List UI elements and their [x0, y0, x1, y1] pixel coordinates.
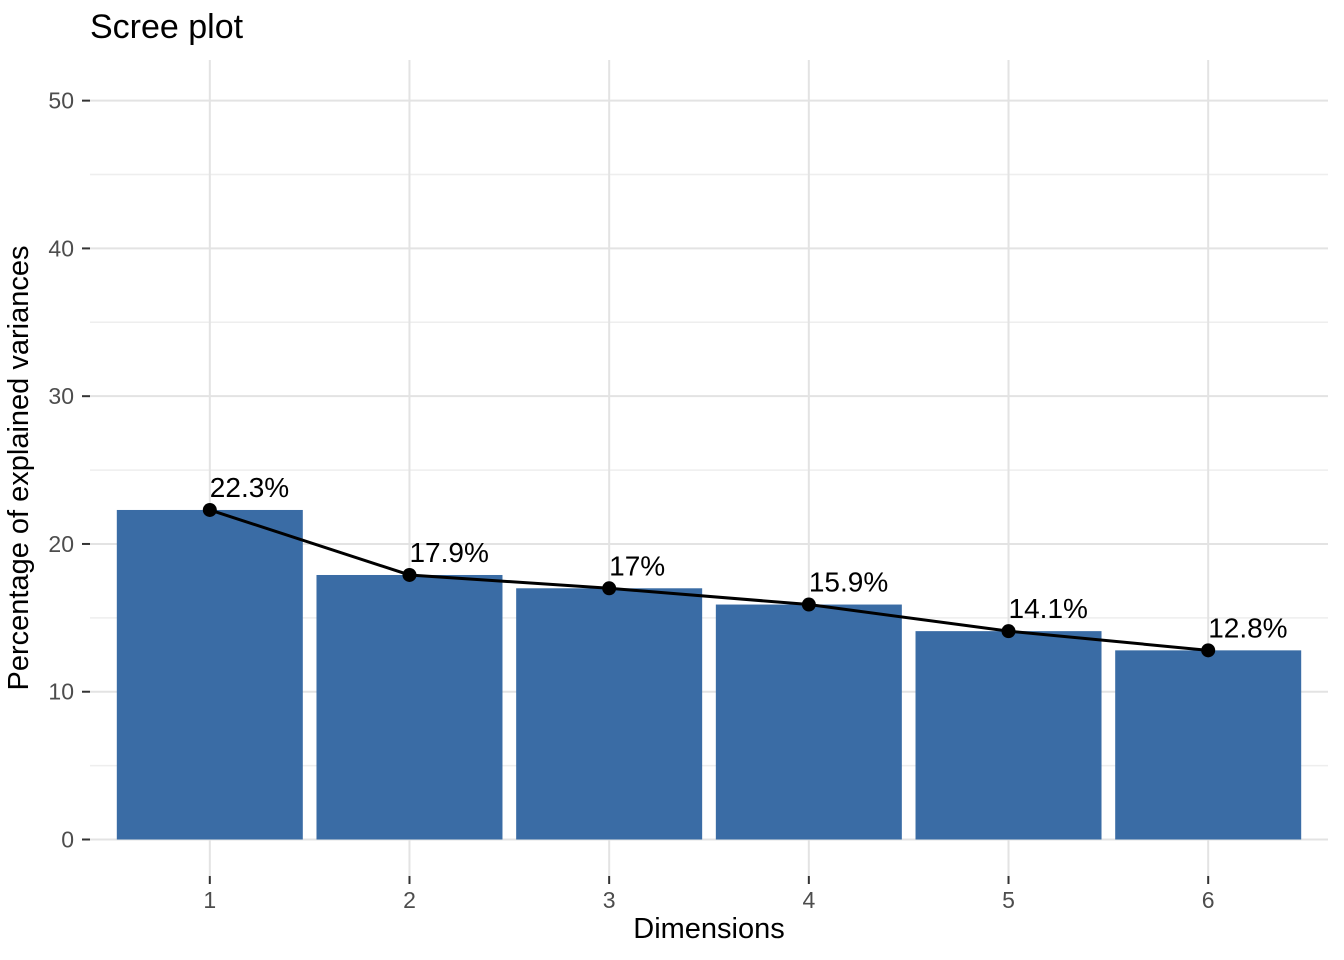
bars-group [116, 509, 1302, 840]
y-axis-title: Percentage of explained variances [3, 246, 35, 691]
value-labels-group: 22.3% 17.9% 17% 15.9% 14.1% 12.8% [210, 472, 1288, 643]
y-tick-label: 20 [48, 531, 74, 557]
bar-dimension-4 [715, 604, 902, 840]
x-tick-label: 5 [1002, 887, 1015, 913]
data-point [801, 597, 816, 612]
y-tick-label: 10 [48, 679, 74, 705]
x-tick-label: 6 [1202, 887, 1215, 913]
bar-dimension-3 [516, 588, 703, 840]
data-point [602, 581, 617, 596]
x-tick-label: 2 [403, 887, 416, 913]
value-label: 22.3% [210, 472, 289, 503]
value-label: 17% [609, 550, 665, 581]
data-point [202, 502, 217, 517]
bar-dimension-6 [1115, 650, 1302, 840]
data-point [1201, 643, 1216, 658]
y-tick-label: 30 [48, 383, 74, 409]
x-tick-label: 4 [802, 887, 815, 913]
y-tick-label: 50 [48, 88, 74, 114]
x-axis-title: Dimensions [633, 913, 785, 945]
data-point [402, 567, 417, 582]
chart-title: Scree plot [90, 8, 244, 46]
bar-dimension-5 [915, 631, 1102, 840]
data-point [1001, 624, 1016, 639]
value-label: 14.1% [1009, 593, 1088, 624]
bar-dimension-1 [116, 509, 303, 840]
scree-line [209, 508, 1209, 652]
value-label: 12.8% [1208, 612, 1287, 643]
x-tick-label: 1 [203, 887, 216, 913]
data-points-group [202, 502, 1216, 658]
scree-line-group [209, 508, 1209, 652]
y-tick-label: 0 [61, 827, 74, 853]
tick-labels-group: 1 2 3 4 5 6 0 10 20 30 40 50 [48, 88, 1214, 913]
value-label: 15.9% [809, 567, 888, 598]
bar-dimension-2 [316, 574, 503, 840]
value-label: 17.9% [409, 537, 488, 568]
x-tick-label: 3 [603, 887, 616, 913]
axis-ticks-group [82, 99, 1210, 884]
y-tick-label: 40 [48, 235, 74, 261]
